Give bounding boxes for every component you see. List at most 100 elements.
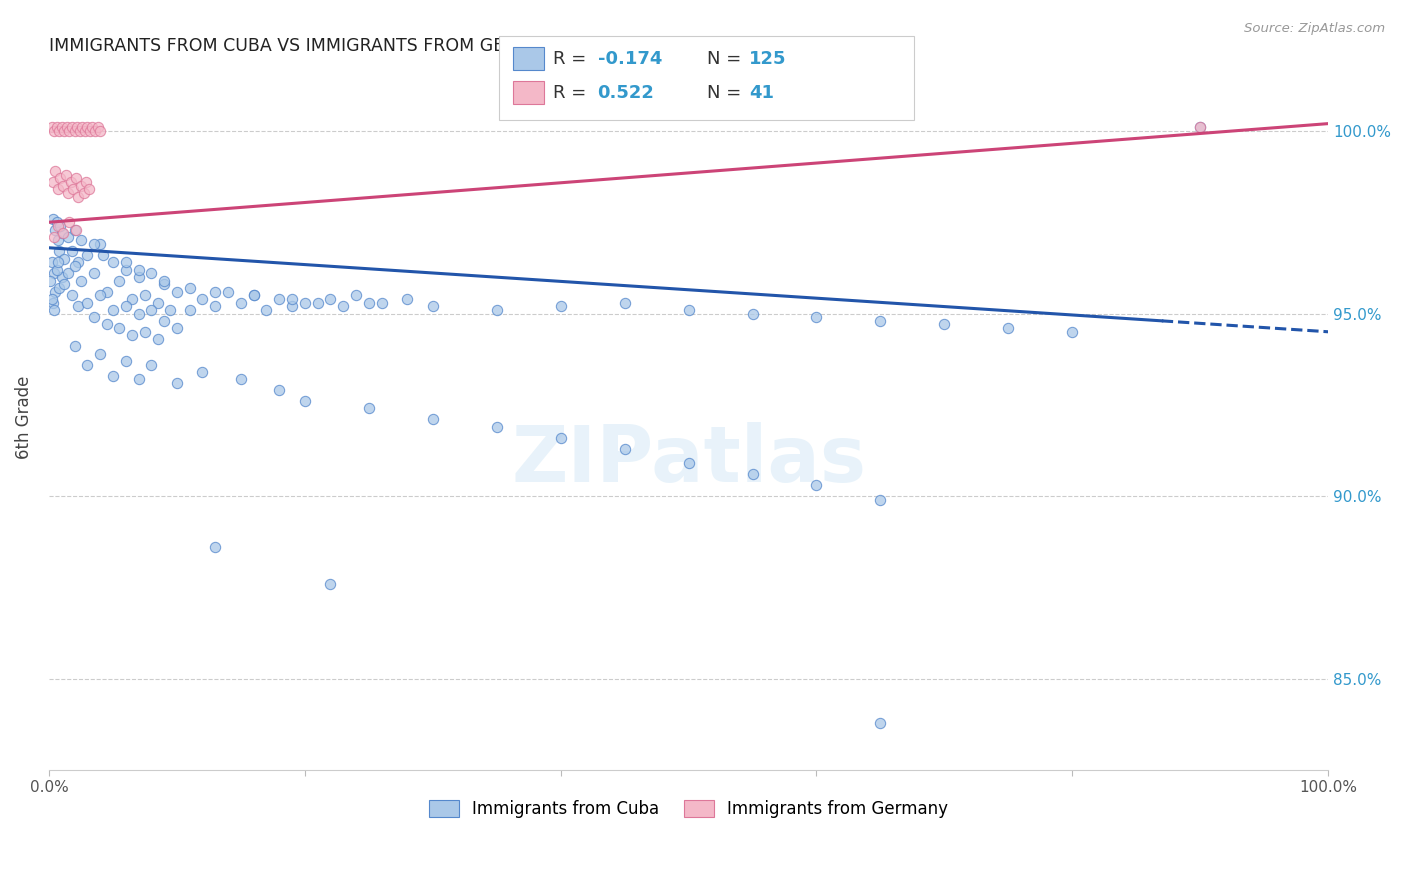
Point [75, 175, 97, 189]
Point [204, 540, 226, 554]
Point [63, 339, 86, 353]
Text: 41: 41 [749, 84, 775, 102]
Point [63, 222, 86, 236]
Point [128, 306, 150, 320]
Point [69, 124, 91, 138]
Point [53, 277, 76, 292]
Point [59, 175, 82, 189]
Point [63, 124, 86, 138]
Point [121, 328, 143, 343]
Point [166, 376, 188, 390]
Point [166, 285, 188, 299]
Point [114, 255, 136, 269]
Point [806, 478, 828, 492]
Point [128, 270, 150, 285]
Point [84, 124, 107, 138]
Point [121, 292, 143, 306]
Point [82, 120, 104, 135]
Point [53, 252, 76, 266]
Point [58, 124, 80, 138]
Point [141, 266, 163, 280]
Point [58, 215, 80, 229]
Point [48, 124, 70, 138]
Point [357, 401, 380, 416]
Point [741, 467, 763, 482]
Point [997, 321, 1019, 335]
Point [67, 299, 90, 313]
Point [281, 299, 304, 313]
Point [41, 292, 63, 306]
Point [83, 310, 105, 325]
Point [89, 237, 111, 252]
Point [550, 431, 572, 445]
Point [101, 302, 124, 317]
Legend: Immigrants from Cuba, Immigrants from Germany: Immigrants from Cuba, Immigrants from Ge… [422, 794, 955, 825]
Point [678, 302, 700, 317]
Point [128, 372, 150, 386]
Point [114, 299, 136, 313]
Point [51, 270, 73, 285]
Point [45, 262, 67, 277]
Point [63, 259, 86, 273]
Point [51, 226, 73, 240]
Point [357, 295, 380, 310]
Point [550, 299, 572, 313]
Point [319, 292, 342, 306]
Text: IMMIGRANTS FROM CUBA VS IMMIGRANTS FROM GERMANY 6TH GRADE CORRELATION CHART: IMMIGRANTS FROM CUBA VS IMMIGRANTS FROM … [49, 37, 869, 55]
Point [67, 255, 90, 269]
Point [294, 295, 316, 310]
Point [73, 124, 96, 138]
Text: R =: R = [553, 50, 592, 68]
Point [166, 321, 188, 335]
Point [146, 332, 169, 346]
Point [51, 120, 73, 135]
Point [254, 302, 277, 317]
Point [613, 295, 636, 310]
Point [114, 354, 136, 368]
Point [485, 419, 508, 434]
Point [422, 299, 444, 313]
Point [153, 314, 176, 328]
Point [217, 285, 239, 299]
Point [91, 248, 114, 262]
Point [42, 302, 65, 317]
Point [108, 321, 131, 335]
Point [191, 365, 214, 379]
Point [134, 325, 156, 339]
Point [42, 124, 65, 138]
Point [42, 266, 65, 280]
Point [869, 715, 891, 730]
Point [678, 456, 700, 470]
Point [83, 237, 105, 252]
Point [204, 285, 226, 299]
Point [934, 318, 956, 332]
Text: 125: 125 [749, 50, 787, 68]
Point [42, 230, 65, 244]
Point [204, 299, 226, 313]
Point [44, 285, 66, 299]
Point [141, 358, 163, 372]
Point [65, 222, 87, 236]
Point [46, 234, 69, 248]
Point [77, 182, 100, 196]
Point [56, 230, 79, 244]
Text: N =: N = [707, 50, 747, 68]
Point [89, 347, 111, 361]
Point [55, 168, 77, 182]
Point [67, 189, 90, 203]
Point [101, 255, 124, 269]
Point [41, 120, 63, 135]
Point [60, 244, 83, 259]
Point [96, 318, 118, 332]
Text: N =: N = [707, 84, 747, 102]
Point [1189, 120, 1212, 135]
Point [62, 182, 84, 196]
Point [76, 295, 98, 310]
Point [485, 302, 508, 317]
Point [70, 120, 93, 135]
Text: Source: ZipAtlas.com: Source: ZipAtlas.com [1244, 22, 1385, 36]
Point [96, 285, 118, 299]
Point [153, 274, 176, 288]
Point [134, 288, 156, 302]
Point [48, 281, 70, 295]
